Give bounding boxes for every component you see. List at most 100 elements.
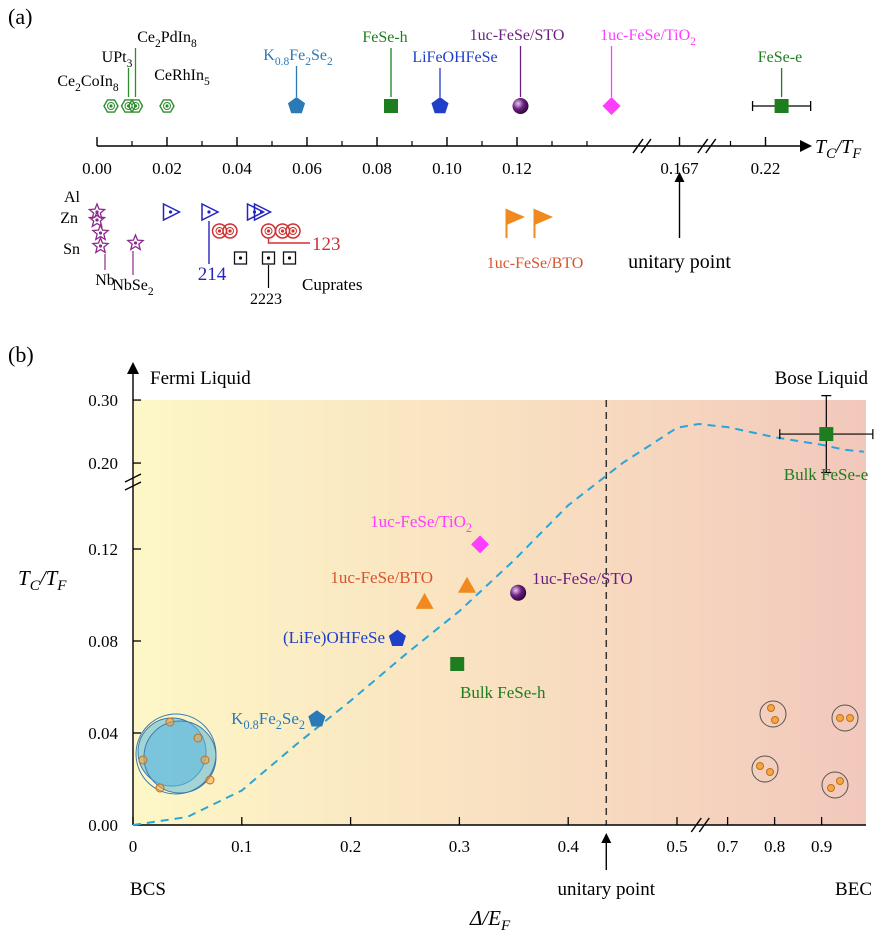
marker-dot xyxy=(134,241,137,244)
annotation: Fermi Liquid xyxy=(150,368,251,389)
marker xyxy=(129,100,143,112)
material-label-part: Ce xyxy=(57,73,75,90)
material-label-part: Ce xyxy=(137,29,155,46)
material-label-part: Al xyxy=(64,189,81,206)
point-label-part: Bulk FeSe-h xyxy=(460,683,546,702)
panel-label: (b) xyxy=(8,342,34,367)
x-tick-label: 0.3 xyxy=(449,837,470,856)
x-axis-label: Δ/EF xyxy=(469,906,511,934)
marker xyxy=(202,204,218,220)
material-label-part: NbSe xyxy=(112,277,148,294)
material-label-part: Zn xyxy=(60,210,78,227)
marker-dot xyxy=(207,210,210,213)
annotation: unitary point xyxy=(557,879,655,900)
axis-arrow xyxy=(800,140,812,152)
material-label-part: 0.8 xyxy=(275,56,290,68)
marker xyxy=(819,427,833,441)
marker-dot xyxy=(291,229,294,232)
marker-dot xyxy=(239,256,242,259)
material-label-part: 5 xyxy=(204,76,210,88)
material-label: Ce2CoIn8 xyxy=(57,73,119,94)
marker-shape xyxy=(431,97,448,113)
leader-line xyxy=(269,238,311,243)
unitary-arrow-head xyxy=(601,833,611,843)
marker xyxy=(535,210,551,238)
axis-label-part: F xyxy=(851,146,861,162)
marker xyxy=(223,224,237,238)
point-label-part: Fe xyxy=(259,709,276,728)
x-tick-label: 0.4 xyxy=(558,837,580,856)
marker-square xyxy=(450,657,464,671)
material-label: NbSe2 xyxy=(112,277,154,298)
material-label-part: Sn xyxy=(63,241,80,258)
x-tick-label: 0.7 xyxy=(717,837,739,856)
material-label: FeSe-h xyxy=(362,29,407,46)
material-label: 1uc-FeSe/TiO2 xyxy=(600,27,696,48)
marker xyxy=(384,99,398,113)
point-label-part: 0.8 xyxy=(243,718,258,732)
marker-shape xyxy=(288,97,305,113)
tick-label: 0.06 xyxy=(292,159,322,178)
material-label-part: FeSe-h xyxy=(362,29,407,46)
marker-sphere xyxy=(513,98,529,114)
marker xyxy=(89,212,104,226)
material-label-part: 2223 xyxy=(250,291,282,308)
material-label-part: 3 xyxy=(127,58,133,70)
point-label-part: Se xyxy=(282,709,299,728)
material-label-part: 1uc-FeSe/TiO xyxy=(600,27,690,44)
point-label: (LiFe)OHFeSe xyxy=(283,628,385,647)
marker xyxy=(513,98,529,114)
y-axis-label: TC/TF xyxy=(18,566,67,594)
material-label-part: FeSe-e xyxy=(758,49,802,66)
material-label-part: 8 xyxy=(113,82,119,94)
marker-dot xyxy=(169,210,172,213)
point-label-part: 2 xyxy=(466,521,472,535)
tick-label: 0.08 xyxy=(362,159,392,178)
marker-dot xyxy=(228,229,231,232)
marker xyxy=(507,210,523,238)
material-label-part: 123 xyxy=(312,234,341,255)
x-axis-label-part: F xyxy=(500,918,511,934)
marker-dot xyxy=(288,256,291,259)
material-label: 214 xyxy=(198,264,227,285)
x-tick-label: 0.1 xyxy=(231,837,252,856)
material-label-part: 2 xyxy=(148,286,154,298)
point-label-part: 1uc-FeSe/BTO xyxy=(330,568,433,587)
x-axis-label-part: Δ/E xyxy=(469,906,501,930)
material-label: Sn xyxy=(63,241,80,258)
material-label-part: CeRhIn xyxy=(154,67,204,84)
marker-square xyxy=(384,99,398,113)
material-label: UPt3 xyxy=(102,49,133,70)
material-label: 1uc-FeSe/STO xyxy=(470,27,565,44)
tick-label: 0.12 xyxy=(502,159,532,178)
material-label-part: LiFeOHFeSe xyxy=(412,49,497,66)
y-axis-label-part: /T xyxy=(39,566,59,590)
y-axis-label-part: F xyxy=(56,578,67,594)
figure: (a)TC/TF0.000.020.040.060.080.100.120.16… xyxy=(0,0,892,945)
point-label-part: Bulk FeSe-e xyxy=(784,465,869,484)
y-tick-label: 0.30 xyxy=(88,391,118,410)
material-label: 123 xyxy=(312,234,341,255)
material-label: Al xyxy=(64,189,81,206)
marker-dot xyxy=(267,256,270,259)
marker-dot xyxy=(165,104,168,107)
y-tick-label: 0.12 xyxy=(88,540,118,559)
tick-label: 0.04 xyxy=(222,159,252,178)
marker xyxy=(286,224,300,238)
y-tick-label: 0.20 xyxy=(88,454,118,473)
marker xyxy=(104,100,118,112)
y-tick-label: 0.08 xyxy=(88,632,118,651)
bcs-icon xyxy=(136,714,216,794)
material-label-part: UPt xyxy=(102,49,127,66)
marker xyxy=(164,204,180,220)
marker xyxy=(288,97,305,113)
material-label-part: 2 xyxy=(327,56,333,68)
group-label: Cuprates xyxy=(302,275,362,294)
tick-label: 0.02 xyxy=(152,159,182,178)
marker xyxy=(128,235,143,249)
material-label: LiFeOHFeSe xyxy=(412,49,497,66)
marker xyxy=(160,100,174,112)
axis-arrow xyxy=(127,362,139,374)
marker-dot xyxy=(99,244,102,247)
material-label: 2223 xyxy=(250,291,282,308)
